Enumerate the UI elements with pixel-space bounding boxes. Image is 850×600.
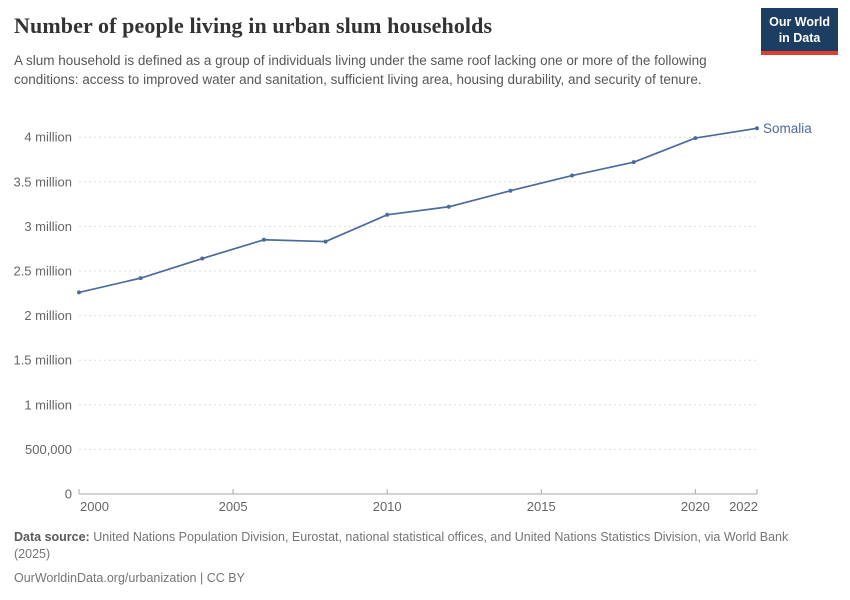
logo-line-2: in Data [778,31,821,46]
data-point[interactable] [200,256,205,261]
chart-footer: Data source: United Nations Population D… [14,529,816,587]
data-source-line: Data source: United Nations Population D… [14,529,816,563]
data-point[interactable] [138,276,143,281]
y-tick-label: 2 million [24,308,72,323]
logo-line-1: Our World [769,15,830,29]
y-tick-label: 3.5 million [13,174,72,189]
x-tick-label: 2005 [219,499,248,514]
y-tick-label: 3 million [24,219,72,234]
y-tick-label: 2.5 million [13,264,72,279]
data-point[interactable] [77,290,81,295]
data-point[interactable] [570,173,575,178]
data-point[interactable] [631,160,636,165]
series-line[interactable] [78,127,758,294]
y-tick-label: 1 million [24,397,72,412]
data-point[interactable] [755,126,759,131]
data-point[interactable] [446,204,451,209]
y-tick-label: 1.5 million [13,353,72,368]
chart-subtitle: A slum household is defined as a group o… [14,53,707,87]
data-point[interactable] [693,136,698,141]
owid-logo[interactable]: Our World in Data [761,8,838,55]
data-source-text: United Nations Population Division, Euro… [14,530,789,561]
data-point[interactable] [323,239,328,244]
x-tick-label: 2020 [681,499,710,514]
y-tick-label: 4 million [24,130,72,145]
data-source-label: Data source: [14,530,90,544]
data-point[interactable] [385,212,390,217]
y-tick-label: 0 [65,487,72,502]
y-tick-label: 500,000 [25,442,72,457]
x-tick-label: 2010 [373,499,402,514]
x-tick-label: 2015 [527,499,556,514]
data-point[interactable] [261,237,266,242]
x-tick-label: 2022 [729,499,758,514]
chart-title: Number of people living in urban slum ho… [14,13,493,38]
x-tick-label: 2000 [80,499,109,514]
series-label[interactable]: Somalia [763,121,812,136]
attribution-line[interactable]: OurWorldinData.org/urbanization | CC BY [14,571,245,585]
data-point[interactable] [508,188,513,193]
